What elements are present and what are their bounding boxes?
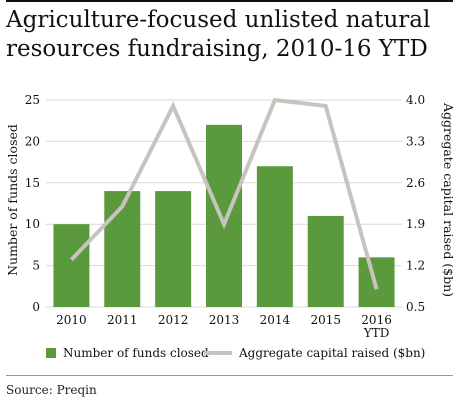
right-tick-label: 0.5 bbox=[406, 300, 425, 314]
x-tick-label: 2016 YTD bbox=[361, 313, 392, 340]
right-tick-label: 1.2 bbox=[406, 259, 425, 273]
line-series bbox=[69, 97, 379, 290]
bar bbox=[53, 224, 90, 307]
right-tick-label: 3.3 bbox=[406, 134, 425, 148]
x-tick-label: 2011 bbox=[107, 313, 138, 327]
left-tick-label: 15 bbox=[25, 176, 40, 190]
x-tick-label: 2012 bbox=[158, 313, 189, 327]
left-axis-title: Number of funds closed bbox=[5, 124, 20, 276]
chart-title: Agriculture-focused unlisted natural res… bbox=[6, 7, 431, 62]
left-tick-label: 0 bbox=[32, 300, 40, 314]
left-tick-label: 5 bbox=[32, 259, 40, 273]
x-tick-label: 2014 bbox=[260, 313, 291, 327]
legend-bar-label: Number of funds closed bbox=[63, 346, 209, 360]
top-rule bbox=[6, 0, 453, 2]
right-tick-label: 1.9 bbox=[406, 217, 425, 231]
x-axis-ticks: 2010 2011 2012 2013 2014 2015 2016 YTD bbox=[56, 313, 392, 340]
right-axis-ticks: 0.5 1.2 1.9 2.6 3.3 4.0 bbox=[406, 93, 425, 314]
source-divider bbox=[6, 375, 453, 376]
left-tick-label: 25 bbox=[25, 93, 40, 107]
bar-series bbox=[53, 124, 395, 307]
right-tick-label: 4.0 bbox=[406, 93, 425, 107]
legend: Number of funds closed Aggregate capital… bbox=[46, 346, 425, 360]
bar bbox=[155, 191, 192, 307]
legend-line-label: Aggregate capital raised ($bn) bbox=[238, 346, 425, 360]
left-axis-ticks: 0 5 10 15 20 25 bbox=[25, 93, 40, 314]
legend-bar-swatch bbox=[46, 348, 56, 358]
bar bbox=[307, 215, 344, 307]
right-axis-title: Aggregate capital raised ($bn) bbox=[441, 102, 456, 297]
left-tick-label: 10 bbox=[25, 217, 40, 231]
right-tick-label: 2.6 bbox=[406, 176, 425, 190]
bar bbox=[206, 124, 242, 307]
x-tick-label: 2010 bbox=[56, 313, 87, 327]
x-tick-label: 2013 bbox=[209, 313, 240, 327]
bar bbox=[256, 166, 293, 307]
source-note: Source: Preqin bbox=[6, 383, 97, 397]
left-tick-label: 20 bbox=[25, 134, 40, 148]
x-tick-label: 2015 bbox=[310, 313, 341, 327]
bar bbox=[104, 191, 141, 307]
